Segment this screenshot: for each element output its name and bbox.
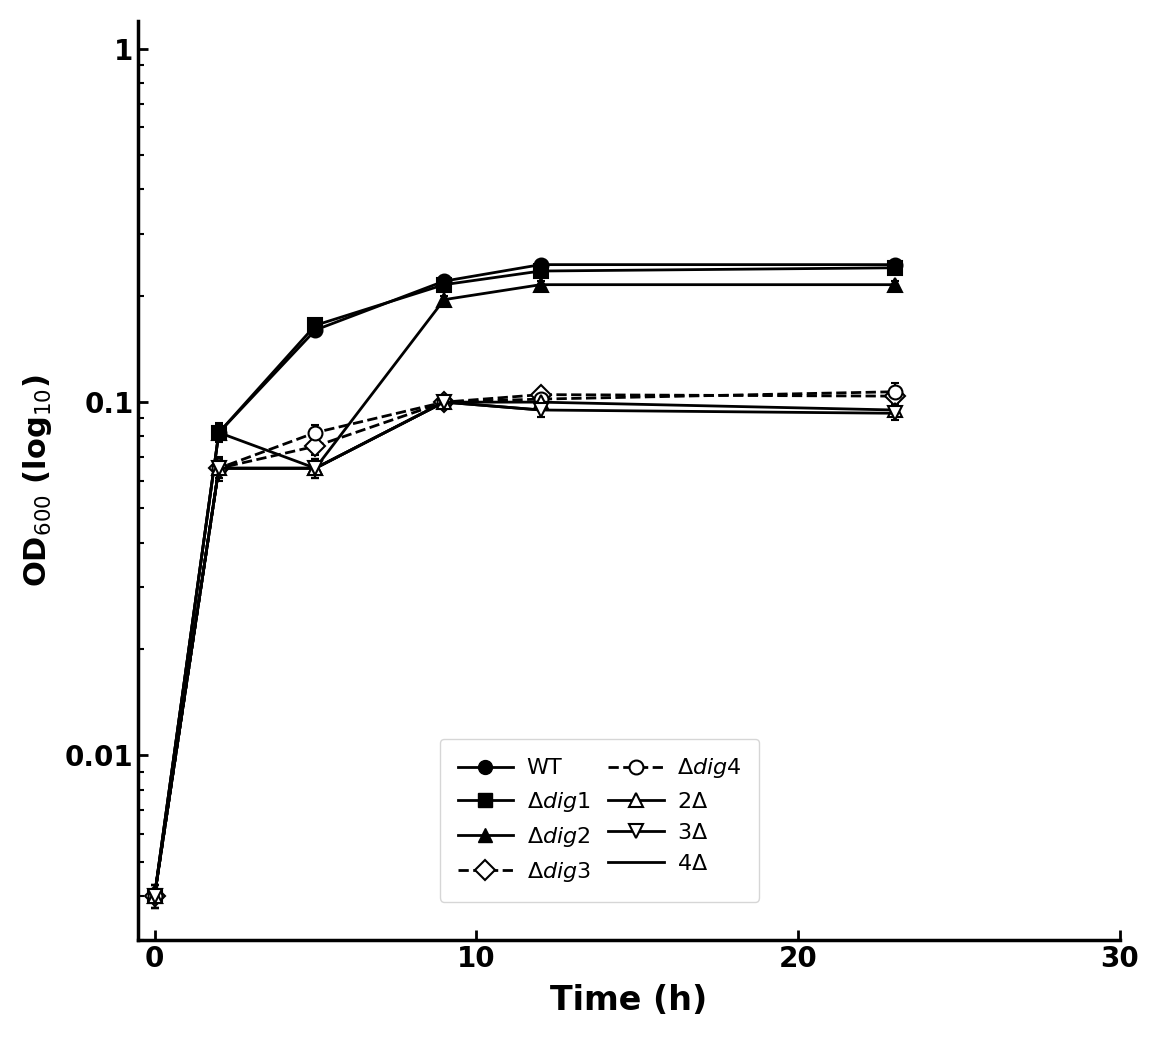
Legend: WT, $\Delta$$\it{dig1}$, $\Delta$$\it{dig2}$, $\Delta$$\it{dig3}$, $\Delta$$\it{: WT, $\Delta$$\it{dig1}$, $\Delta$$\it{di… xyxy=(440,739,760,901)
Y-axis label: OD$_{600}$ (log$_{10}$): OD$_{600}$ (log$_{10}$) xyxy=(21,374,53,586)
X-axis label: Time (h): Time (h) xyxy=(551,984,708,1017)
